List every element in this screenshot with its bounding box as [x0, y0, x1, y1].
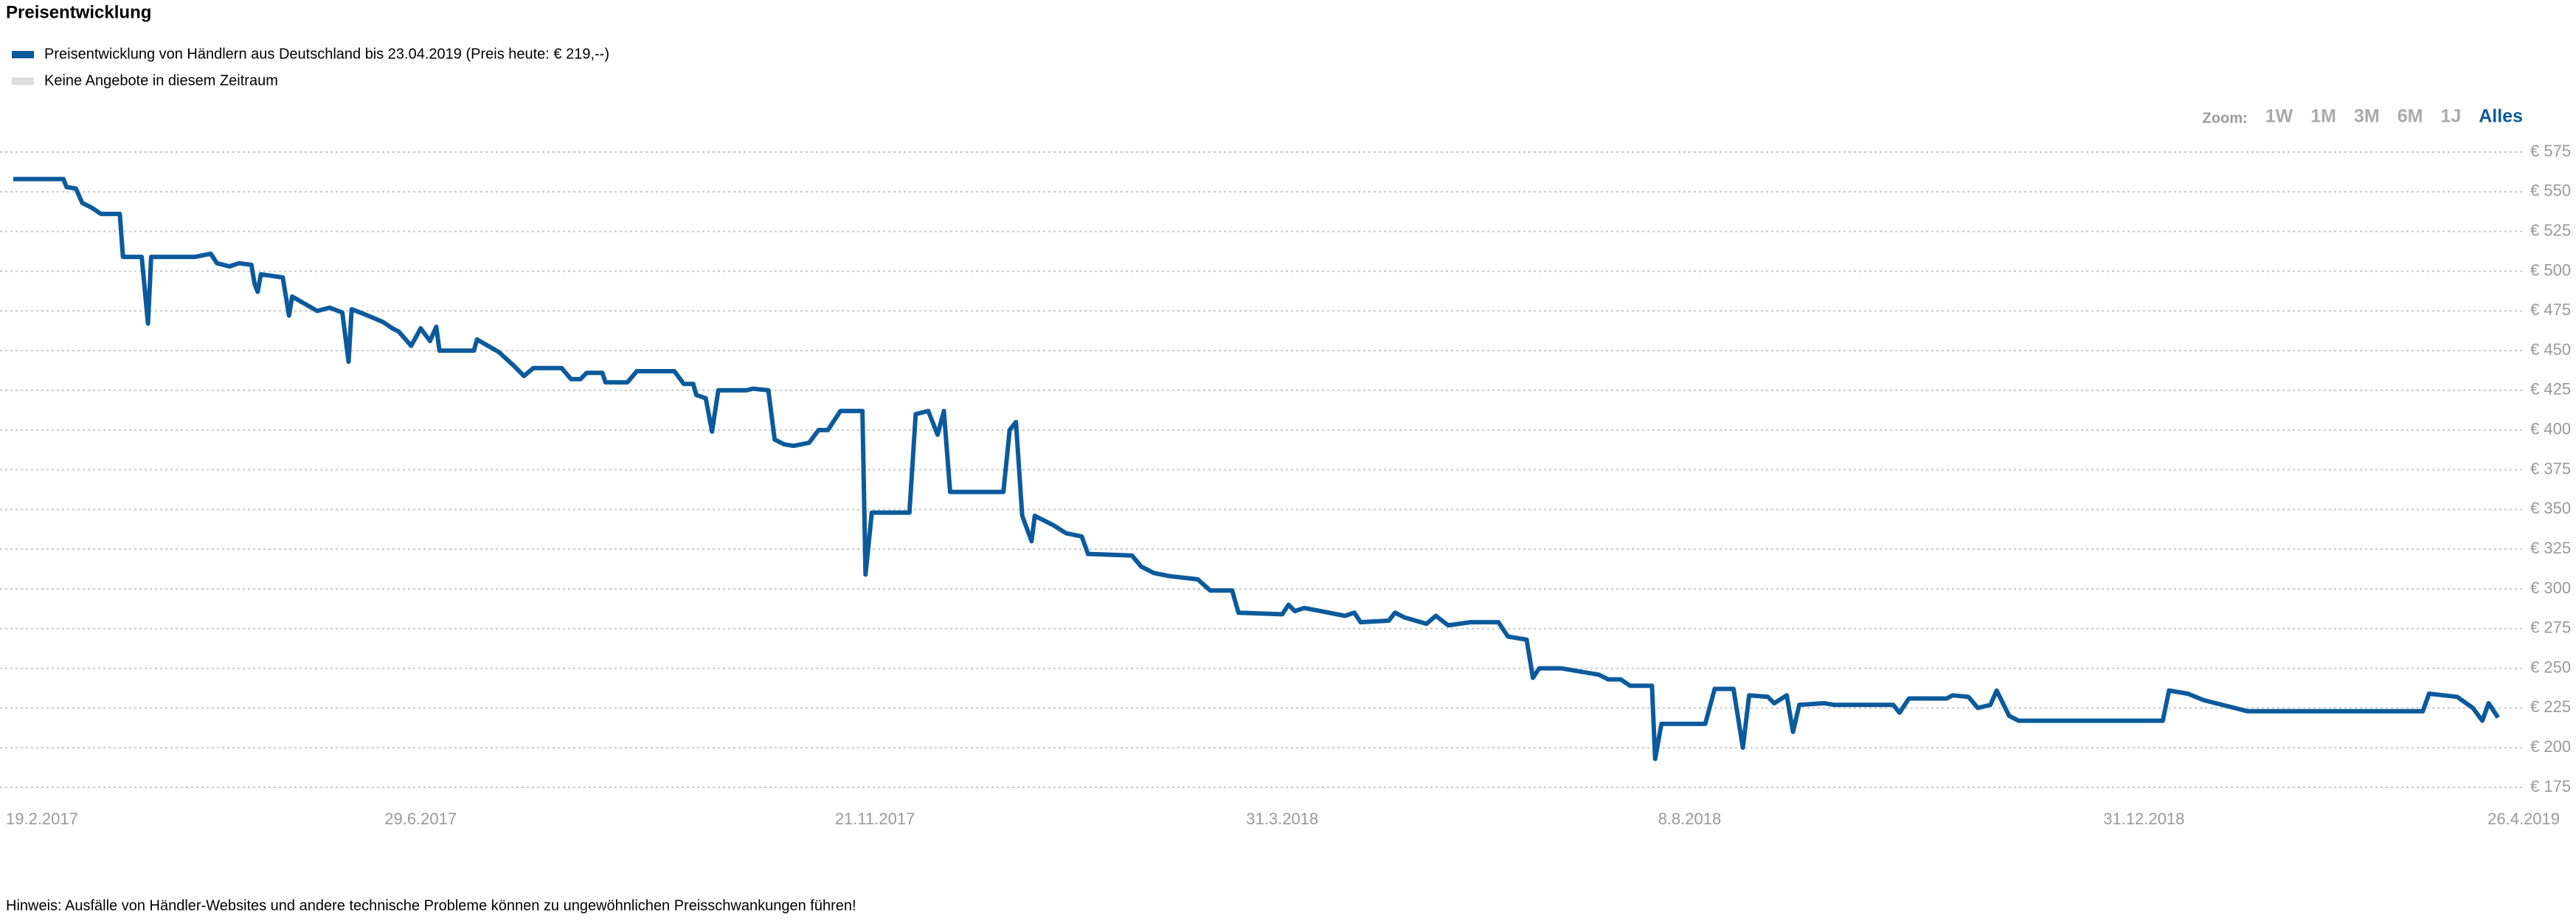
zoom-button[interactable]: 1J [2440, 106, 2461, 127]
y-tick-label: € 475 [2530, 300, 2571, 319]
y-tick-label: € 200 [2530, 737, 2571, 756]
chart-title: Preisentwicklung [6, 2, 151, 22]
zoom-button[interactable]: 1M [2310, 106, 2336, 127]
y-tick-label: € 300 [2530, 579, 2571, 597]
x-tick-label: 21.11.2017 [835, 810, 915, 828]
zoom-button[interactable]: 6M [2397, 106, 2423, 127]
legend-swatch [12, 51, 34, 58]
y-tick-label: € 175 [2530, 777, 2571, 796]
zoom-button[interactable]: 1W [2265, 106, 2293, 127]
x-tick-label: 19.2.2017 [6, 810, 78, 828]
y-tick-label: € 375 [2530, 459, 2571, 477]
legend-swatch [12, 77, 34, 85]
y-tick-label: € 250 [2530, 658, 2571, 676]
legend-label: Preisentwicklung von Händlern aus Deutsc… [44, 46, 609, 62]
y-tick-label: € 400 [2530, 420, 2571, 438]
x-tick-label: 31.12.2018 [2103, 810, 2184, 828]
x-tick-label: 26.4.2019 [2487, 810, 2560, 828]
zoom-button[interactable]: 3M [2354, 106, 2380, 127]
x-tick-label: 8.8.2018 [1658, 810, 1722, 828]
note: Hinweis: Ausfälle von Händler-Websites u… [6, 897, 856, 914]
y-tick-label: € 575 [2530, 142, 2571, 160]
zoom-button[interactable]: Alles [2479, 106, 2523, 127]
zoom-label: Zoom: [2203, 110, 2248, 126]
y-tick-label: € 450 [2530, 340, 2571, 359]
x-tick-label: 31.3.2018 [1246, 810, 1318, 828]
y-tick-label: € 550 [2530, 182, 2571, 200]
y-tick-label: € 275 [2530, 618, 2571, 637]
y-tick-label: € 500 [2530, 261, 2571, 279]
x-tick-label: 29.6.2017 [384, 810, 457, 828]
legend-label: Keine Angebote in diesem Zeitraum [44, 72, 278, 89]
y-tick-label: € 325 [2530, 539, 2571, 557]
y-tick-label: € 225 [2530, 697, 2571, 716]
y-tick-label: € 350 [2530, 499, 2571, 517]
y-tick-label: € 525 [2530, 221, 2571, 239]
price-line [13, 176, 2500, 762]
y-tick-label: € 425 [2530, 380, 2571, 399]
